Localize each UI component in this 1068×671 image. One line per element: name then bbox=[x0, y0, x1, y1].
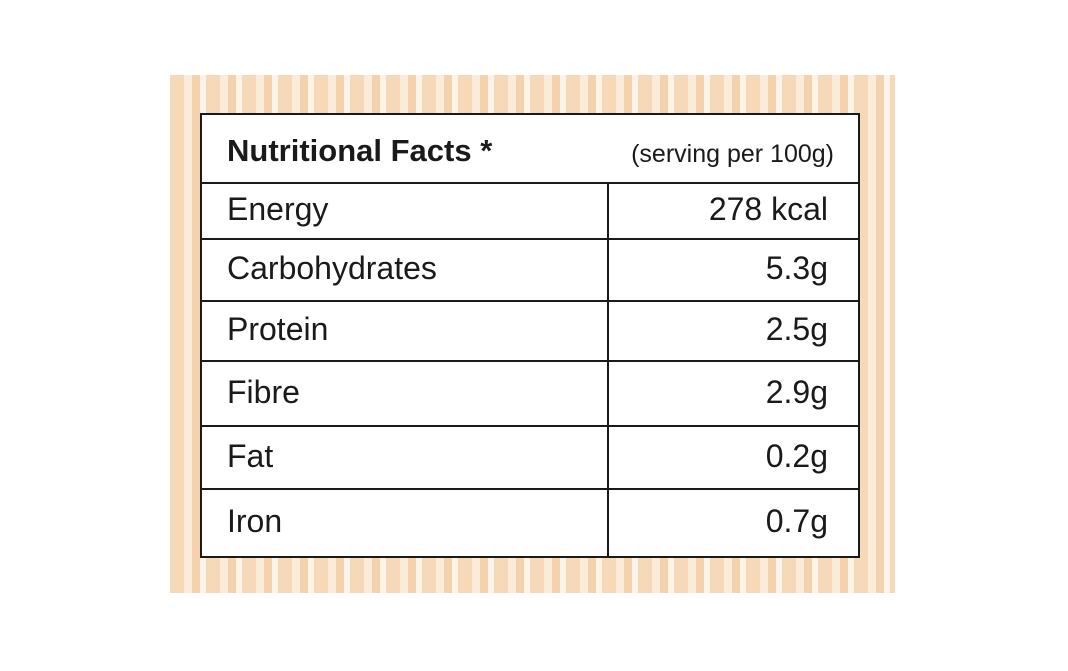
nutrient-value: 5.3g bbox=[765, 250, 828, 286]
table-row: Iron 0.7g bbox=[202, 488, 858, 556]
table-title: Nutritional Facts * bbox=[227, 133, 493, 168]
nutrient-value: 278 kcal bbox=[708, 191, 828, 227]
nutrient-label: Fibre bbox=[227, 374, 300, 410]
table-row: Protein 2.5g bbox=[202, 300, 858, 360]
nutrient-value: 2.5g bbox=[765, 311, 828, 347]
nutrient-label: Fat bbox=[227, 438, 274, 474]
nutrient-label: Iron bbox=[227, 503, 283, 539]
column-divider bbox=[607, 182, 609, 556]
table-row: Fat 0.2g bbox=[202, 425, 858, 488]
table-row: Energy 278 kcal bbox=[202, 182, 858, 238]
nutrient-label: Energy bbox=[227, 191, 329, 227]
nutrient-value: 0.2g bbox=[765, 438, 828, 474]
table-header: Nutritional Facts * (serving per 100g) bbox=[202, 115, 858, 182]
nutrient-label: Protein bbox=[227, 311, 329, 347]
nutrient-label: Carbohydrates bbox=[227, 250, 437, 286]
table-row: Carbohydrates 5.3g bbox=[202, 238, 858, 300]
nutrition-table: Nutritional Facts * (serving per 100g) E… bbox=[200, 113, 860, 558]
nutrient-value: 0.7g bbox=[765, 503, 828, 539]
table-row: Fibre 2.9g bbox=[202, 360, 858, 425]
nutrient-value: 2.9g bbox=[765, 374, 828, 410]
table-subtitle: (serving per 100g) bbox=[631, 140, 834, 168]
